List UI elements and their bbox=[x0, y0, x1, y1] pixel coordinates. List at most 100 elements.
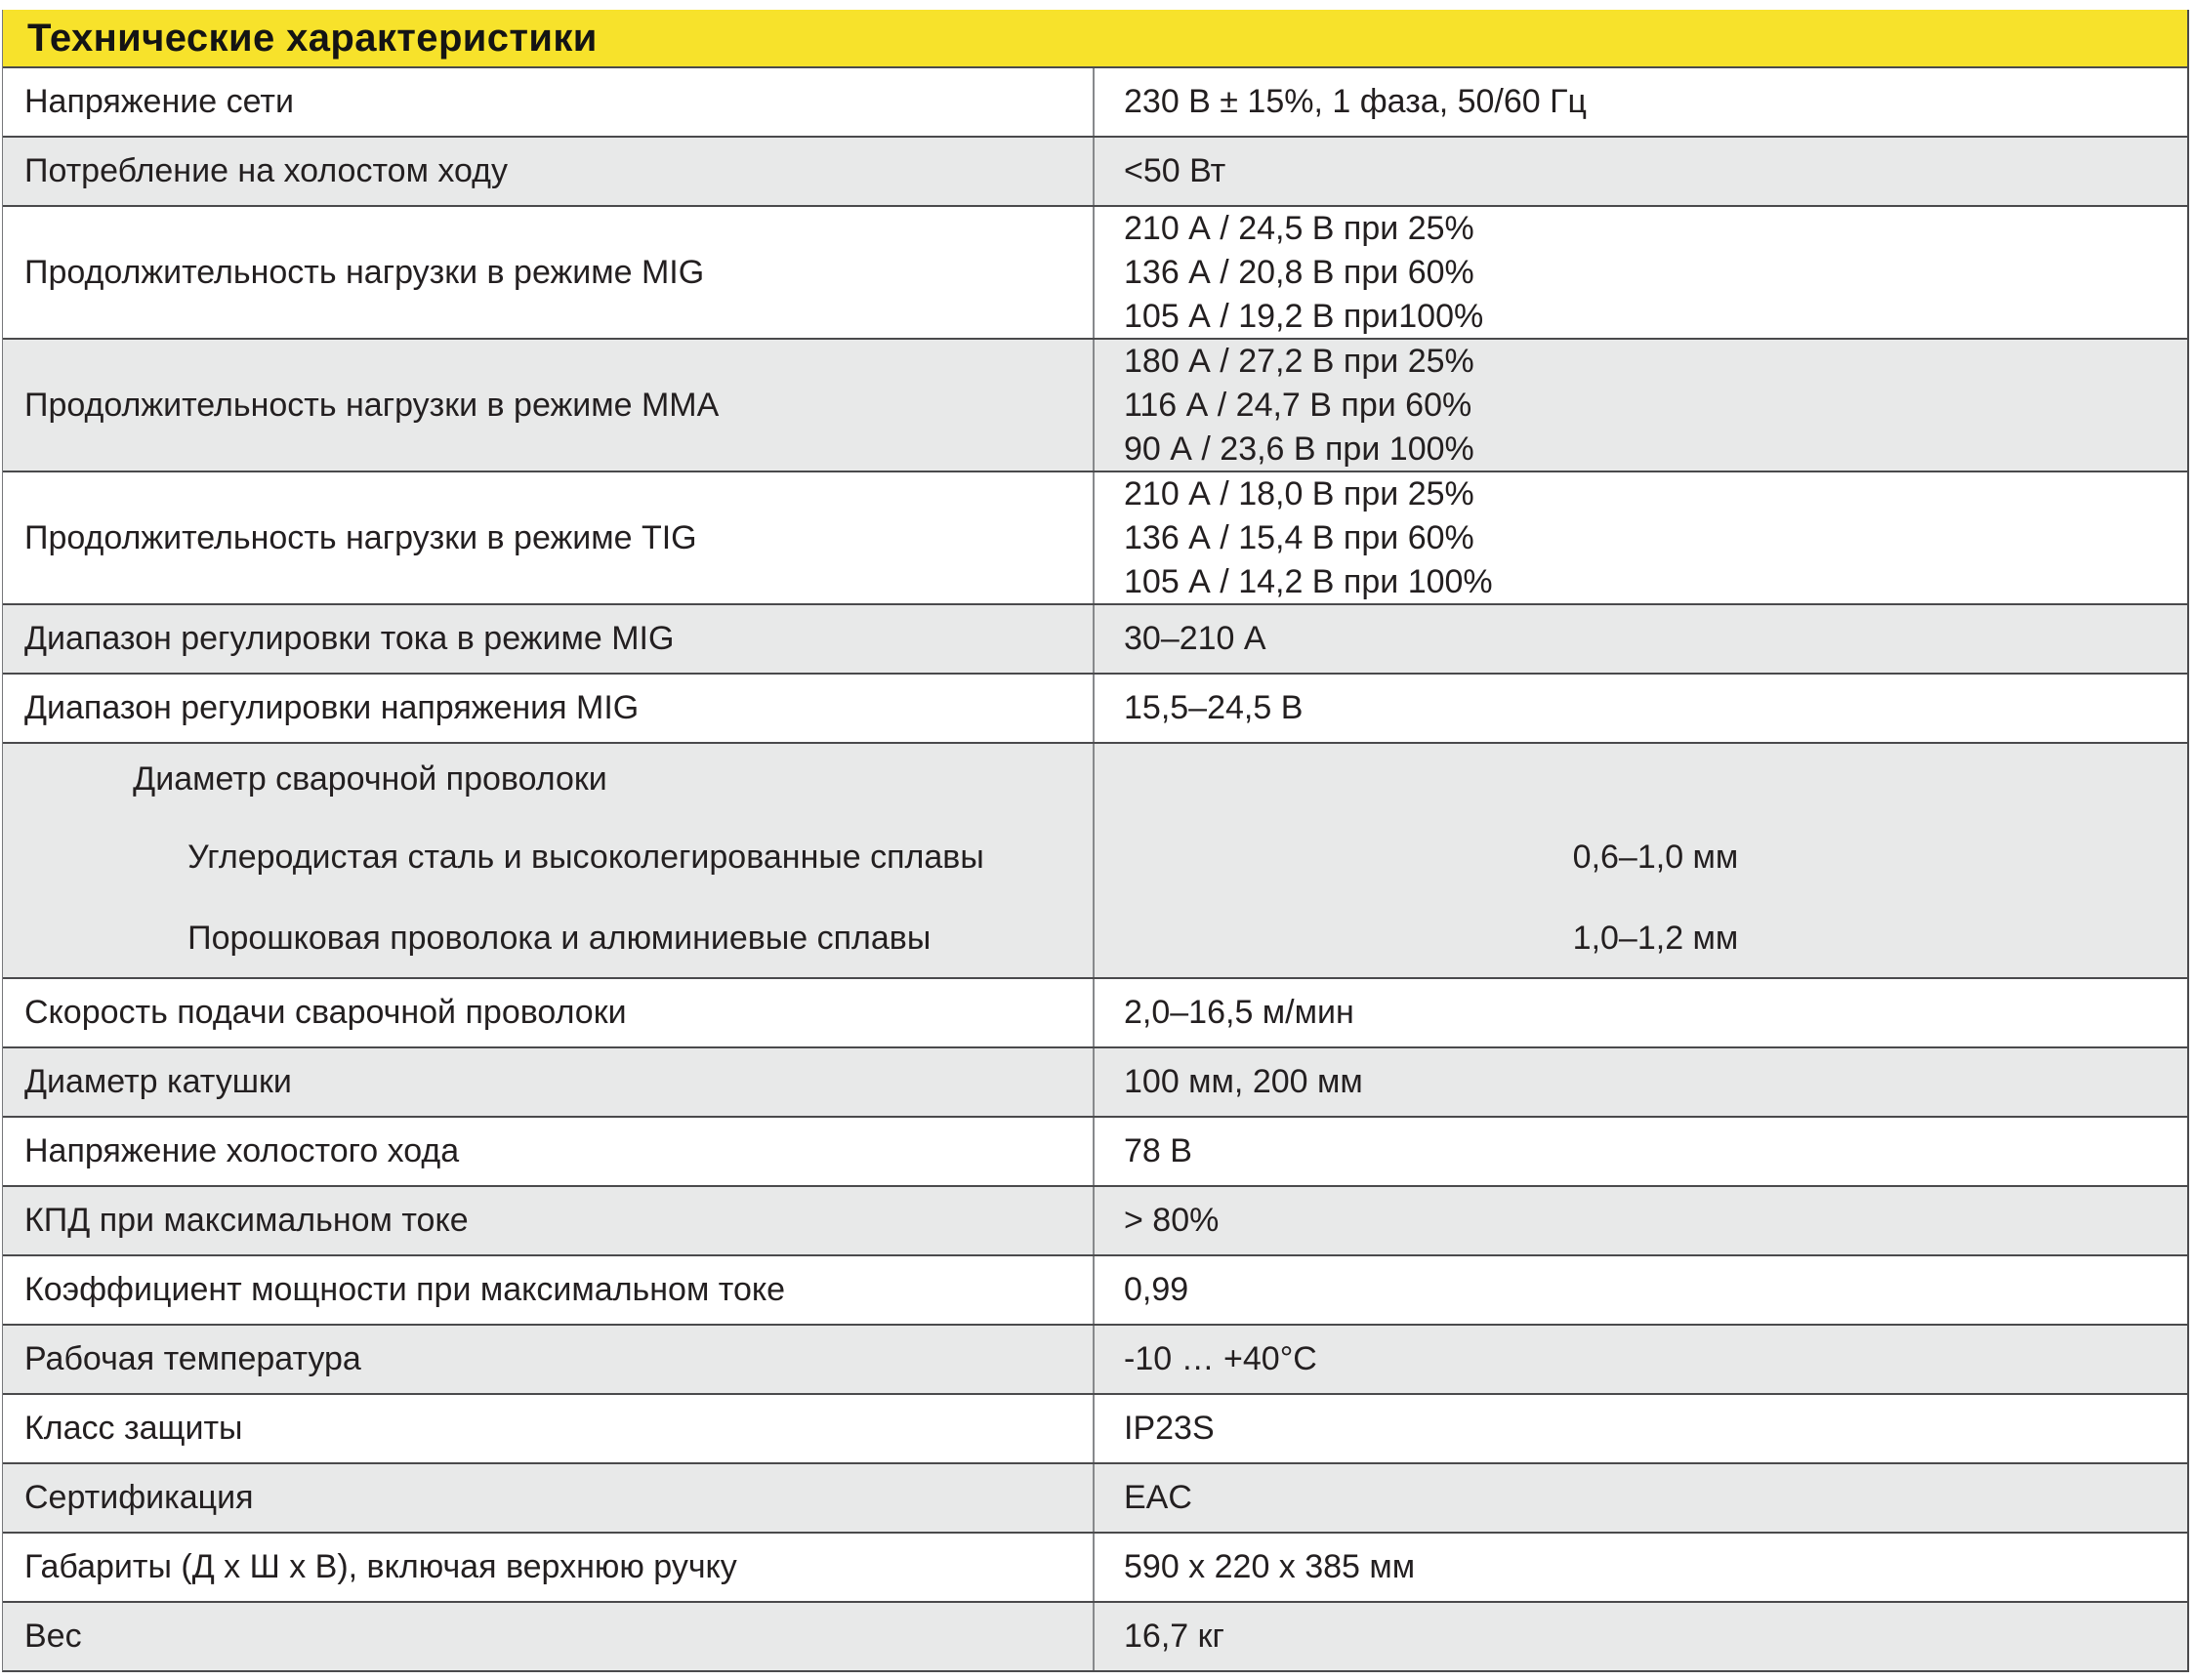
spec-value: 105 А / 19,2 В при100% bbox=[1124, 297, 1484, 335]
spec-value: 230 В ± 15%, 1 фаза, 50/60 Гц bbox=[1124, 83, 1588, 120]
table-row: Продолжительность нагрузки в режиме MIG 2… bbox=[3, 205, 2187, 338]
spec-label-cell: КПД при максимальном токе bbox=[3, 1187, 1093, 1254]
spec-label-cell: Продолжительность нагрузки в режиме MIG bbox=[3, 207, 1093, 338]
spec-label-cell: Коэффициент мощности при максимальном то… bbox=[3, 1256, 1093, 1324]
spec-label: Сертификация bbox=[24, 1479, 254, 1516]
spec-value-cell: 30–210 А bbox=[1093, 605, 2187, 673]
table-row: Диаметр катушки 100 мм, 200 мм bbox=[3, 1046, 2187, 1116]
spec-value: 105 А / 14,2 В при 100% bbox=[1124, 562, 1493, 600]
spec-value: EAC bbox=[1124, 1479, 1192, 1516]
spec-value: 15,5–24,5 В bbox=[1124, 689, 1304, 726]
table-row: Класс защиты IP23S bbox=[3, 1393, 2187, 1462]
spec-value-cell: 2,0–16,5 м/мин bbox=[1093, 979, 2187, 1046]
spec-value: 210 А / 24,5 В при 25% bbox=[1124, 209, 1474, 247]
spec-label: Коэффициент мощности при максимальном то… bbox=[24, 1271, 786, 1308]
table-row: Напряжение холостого хода 78 В bbox=[3, 1116, 2187, 1185]
spec-value-cell: -10 … +40°C bbox=[1093, 1326, 2187, 1393]
spec-value: 590 х 220 х 385 мм bbox=[1124, 1548, 1416, 1585]
spec-label: Диаметр катушки bbox=[24, 1063, 292, 1100]
spec-value: 210 А / 18,0 В при 25% bbox=[1124, 474, 1474, 512]
table-row: Диаметр сварочной проволоки Углеродистая … bbox=[3, 742, 2187, 977]
table-row: Габариты (Д х Ш х В), включая верхнюю ру… bbox=[3, 1532, 2187, 1601]
spec-value-cell: 78 В bbox=[1093, 1118, 2187, 1185]
spec-label-cell: Продолжительность нагрузки в режиме TIG bbox=[3, 472, 1093, 603]
spec-label-cell: Продолжительность нагрузки в режиме ММА bbox=[3, 340, 1093, 471]
spec-label: Вес bbox=[24, 1618, 82, 1655]
table-row: Рабочая температура -10 … +40°C bbox=[3, 1324, 2187, 1393]
spec-label-cell: Сертификация bbox=[3, 1464, 1093, 1532]
spec-sublabel: Углеродистая сталь и высоколегированные … bbox=[187, 838, 984, 876]
spec-table: Технические характеристики Напряжение се… bbox=[2, 10, 2189, 1672]
spec-sublabel: Порошковая проволока и алюминиевые сплав… bbox=[187, 919, 932, 957]
spec-value-cell: 0,6–1,0 мм 1,0–1,2 мм bbox=[1093, 744, 2187, 977]
spec-label-cell: Диапазон регулировки напряжения MIG bbox=[3, 675, 1093, 742]
spec-value: 136 А / 15,4 В при 60% bbox=[1124, 518, 1474, 556]
spec-value: 1,0–1,2 мм bbox=[1572, 919, 1739, 957]
spec-label-cell: Габариты (Д х Ш х В), включая верхнюю ру… bbox=[3, 1534, 1093, 1601]
spec-value: 136 А / 20,8 В при 60% bbox=[1124, 253, 1474, 291]
spec-value: 16,7 кг bbox=[1124, 1618, 1224, 1655]
table-row: Продолжительность нагрузки в режиме ММА 1… bbox=[3, 338, 2187, 471]
spec-value: > 80% bbox=[1124, 1202, 1220, 1239]
spec-value: 116 А / 24,7 В при 60% bbox=[1124, 386, 1472, 424]
table-row: Сертификация EAC bbox=[3, 1462, 2187, 1532]
spec-label-cell: Напряжение холостого хода bbox=[3, 1118, 1093, 1185]
spec-value-cell: 100 мм, 200 мм bbox=[1093, 1048, 2187, 1116]
table-row: Продолжительность нагрузки в режиме TIG 2… bbox=[3, 471, 2187, 603]
spec-value-cell: <50 Вт bbox=[1093, 138, 2187, 205]
spec-label: Габариты (Д х Ш х В), включая верхнюю ру… bbox=[24, 1548, 737, 1585]
table-row: Коэффициент мощности при максимальном то… bbox=[3, 1254, 2187, 1324]
spec-value-cell: IP23S bbox=[1093, 1395, 2187, 1462]
spec-value: 2,0–16,5 м/мин bbox=[1124, 994, 1354, 1031]
table-row: Вес 16,7 кг bbox=[3, 1601, 2187, 1670]
table-row: Напряжение сети 230 В ± 15%, 1 фаза, 50/6… bbox=[3, 66, 2187, 136]
table-row: Диапазон регулировки напряжения MIG 15,5–… bbox=[3, 673, 2187, 742]
spec-label: Диаметр сварочной проволоки bbox=[133, 760, 607, 798]
spec-rows: Напряжение сети 230 В ± 15%, 1 фаза, 50/6… bbox=[3, 66, 2187, 1670]
table-row: Диапазон регулировки тока в режиме MIG 30… bbox=[3, 603, 2187, 673]
spec-label: Напряжение сети bbox=[24, 83, 294, 120]
spec-label-cell: Рабочая температура bbox=[3, 1326, 1093, 1393]
spec-label: Продолжительность нагрузки в режиме TIG bbox=[24, 518, 697, 556]
spec-value-cell: 230 В ± 15%, 1 фаза, 50/60 Гц bbox=[1093, 68, 2187, 136]
page-title: Технические характеристики bbox=[27, 16, 598, 60]
table-row: Скорость подачи сварочной проволоки 2,0–1… bbox=[3, 977, 2187, 1046]
spec-value-cell: 590 х 220 х 385 мм bbox=[1093, 1534, 2187, 1601]
table-row: КПД при максимальном токе > 80% bbox=[3, 1185, 2187, 1254]
spec-value: 30–210 А bbox=[1124, 620, 1266, 657]
spec-label: Класс защиты bbox=[24, 1410, 243, 1447]
spec-label: Рабочая температура bbox=[24, 1340, 361, 1377]
spec-label: Продолжительность нагрузки в режиме ММА bbox=[24, 386, 720, 424]
spec-label: Диапазон регулировки напряжения MIG bbox=[24, 689, 640, 726]
spec-value-cell: 180 А / 27,2 В при 25% 116 А / 24,7 В при… bbox=[1093, 340, 2187, 471]
spec-value: -10 … +40°C bbox=[1124, 1340, 1317, 1377]
spec-label-cell: Класс защиты bbox=[3, 1395, 1093, 1462]
spec-label: Диапазон регулировки тока в режиме MIG bbox=[24, 620, 675, 657]
spec-value-cell: 0,99 bbox=[1093, 1256, 2187, 1324]
spec-label: Напряжение холостого хода bbox=[24, 1132, 460, 1169]
spec-label-cell: Вес bbox=[3, 1603, 1093, 1670]
spec-value-cell: 210 А / 18,0 В при 25% 136 А / 15,4 В при… bbox=[1093, 472, 2187, 603]
spec-value: 90 А / 23,6 В при 100% bbox=[1124, 430, 1474, 468]
table-header: Технические характеристики bbox=[3, 10, 2187, 66]
spec-value: 100 мм, 200 мм bbox=[1124, 1063, 1363, 1100]
spacer bbox=[1544, 744, 1739, 815]
spec-label: Скорость подачи сварочной проволоки bbox=[24, 994, 627, 1031]
spec-value-cell: 16,7 кг bbox=[1093, 1603, 2187, 1670]
spec-value: IP23S bbox=[1124, 1410, 1215, 1447]
spec-label-cell: Скорость подачи сварочной проволоки bbox=[3, 979, 1093, 1046]
spec-label: Потребление на холостом ходу bbox=[24, 152, 509, 189]
spec-value-cell: EAC bbox=[1093, 1464, 2187, 1532]
table-row: Потребление на холостом ходу <50 Вт bbox=[3, 136, 2187, 205]
spec-value-cell: > 80% bbox=[1093, 1187, 2187, 1254]
spec-label-cell: Диаметр катушки bbox=[3, 1048, 1093, 1116]
spec-label: Продолжительность нагрузки в режиме MIG bbox=[24, 253, 705, 291]
spec-value: <50 Вт bbox=[1124, 152, 1226, 189]
spec-value: 0,6–1,0 мм bbox=[1572, 838, 1739, 876]
spec-label-cell: Напряжение сети bbox=[3, 68, 1093, 136]
spec-label-cell: Диапазон регулировки тока в режиме MIG bbox=[3, 605, 1093, 673]
spec-value: 0,99 bbox=[1124, 1271, 1189, 1308]
spec-value: 180 А / 27,2 В при 25% bbox=[1124, 342, 1474, 380]
spec-label: КПД при максимальном токе bbox=[24, 1202, 469, 1239]
spec-label-cell: Диаметр сварочной проволоки Углеродистая … bbox=[3, 744, 1093, 977]
